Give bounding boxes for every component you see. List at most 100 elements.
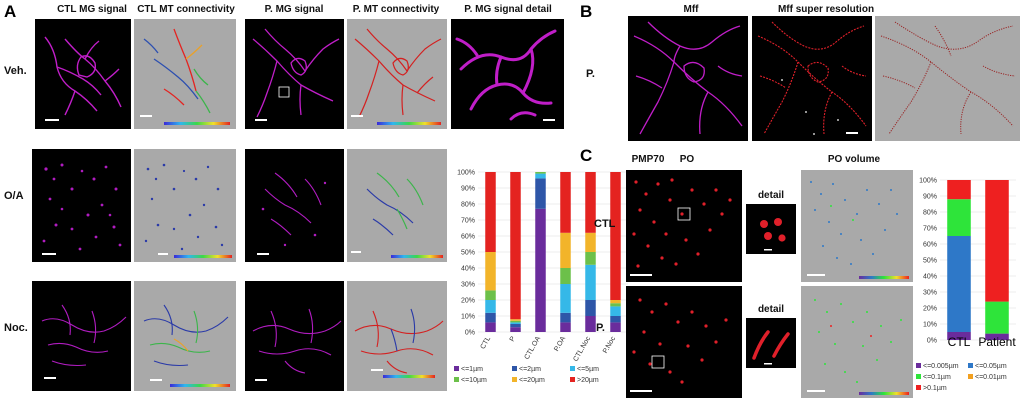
image-ctl-mg-veh	[35, 19, 131, 129]
column-title-po-volume: PO volume	[827, 154, 881, 165]
row-label-c-ctl: CTL	[594, 218, 616, 230]
image-ctl-mt-veh	[134, 19, 236, 129]
y-tick-label: 50%	[923, 258, 937, 265]
y-tick-label: 30%	[923, 290, 937, 297]
row-label-noc: Noc.	[4, 322, 28, 334]
bar-segment	[535, 172, 546, 174]
image-ctl-mt-oa	[134, 149, 236, 262]
bar-segment	[985, 180, 1009, 302]
image-po-ctl	[626, 170, 742, 282]
legend-swatch	[968, 363, 973, 368]
y-tick-label: 50%	[461, 250, 475, 257]
column-title-mff: Mff	[683, 4, 699, 15]
image-mff	[628, 16, 748, 141]
legend-label: >20µm	[577, 377, 599, 384]
row-label-veh: Veh.	[4, 65, 27, 77]
panel-a-letter: A	[4, 2, 17, 21]
bar-segment	[610, 316, 621, 323]
bar-segment	[560, 322, 571, 332]
y-tick-label: 40%	[461, 266, 475, 273]
bar-segment	[585, 264, 596, 300]
y-tick-label: 0%	[927, 338, 937, 345]
bar-segment	[985, 333, 1009, 340]
y-tick-label: 100%	[457, 170, 475, 177]
x-tick-label: P.Noc	[602, 335, 617, 355]
legend-swatch	[570, 366, 575, 371]
image-mff-super-resolution	[752, 16, 872, 141]
legend-label: <=0.005µm	[923, 363, 959, 370]
bar-segment	[560, 312, 571, 323]
legend-swatch	[916, 385, 921, 390]
image-ctl-mt-noc	[134, 281, 236, 391]
detail-label-patient: detail	[757, 304, 785, 315]
column-title-p-mt-connectivity: P. MT connectivity	[352, 4, 440, 15]
bar-segment	[560, 268, 571, 284]
bar-segment	[485, 300, 496, 313]
bar-segment	[585, 232, 596, 252]
legend-label: <=2µm	[519, 366, 541, 373]
bar-segment	[610, 306, 621, 316]
y-tick-label: 20%	[923, 306, 937, 313]
legend-label: <=0.1µm	[923, 374, 951, 381]
legend-label: <=0.01µm	[975, 374, 1007, 381]
bar-segment	[947, 180, 971, 200]
bar-segment	[510, 320, 521, 323]
bar-segment	[947, 332, 971, 340]
y-tick-label: 40%	[923, 274, 937, 281]
image-ctl-mg-oa	[32, 149, 131, 262]
bar-segment	[535, 208, 546, 332]
row-label-c-p: P.	[596, 322, 605, 334]
image-p-mg-veh	[245, 19, 344, 129]
bar-segment	[560, 172, 571, 233]
column-title-pmp70: PMP70	[631, 154, 665, 165]
legend-swatch	[570, 377, 575, 382]
bar-segment	[485, 252, 496, 291]
bar-segment	[535, 178, 546, 209]
bar-segment	[610, 172, 621, 300]
y-tick-label: 20%	[461, 298, 475, 305]
image-p-mg-oa	[245, 149, 344, 262]
image-ctl-mg-noc	[32, 281, 131, 391]
x-tick-label: P.OA	[553, 335, 567, 352]
column-title-p-mg-signal: P. MG signal	[264, 4, 324, 15]
legend-swatch	[916, 374, 921, 379]
y-tick-label: 80%	[923, 210, 937, 217]
column-title-mff-super-resolution: Mff super resolution	[777, 4, 875, 15]
y-tick-label: 70%	[923, 226, 937, 233]
y-tick-label: 10%	[923, 322, 937, 329]
bar-segment	[585, 252, 596, 265]
column-title-ctl-mt-connectivity: CTL MT connectivity	[137, 4, 235, 15]
legend-swatch	[512, 377, 517, 382]
bar-segment	[510, 319, 521, 321]
legend-swatch	[454, 366, 459, 371]
x-tick-label: CTL.Noc	[572, 335, 592, 363]
bar-segment	[585, 316, 596, 332]
image-po-volume-patient	[801, 286, 913, 398]
bar-segment	[510, 172, 521, 320]
y-tick-label: 30%	[461, 282, 475, 289]
x-tick-label: CTL	[948, 335, 971, 349]
bar-segment	[610, 322, 621, 332]
x-tick-label: Patient	[978, 335, 1016, 349]
y-tick-label: 90%	[923, 194, 937, 201]
bar-segment	[560, 284, 571, 313]
y-tick-label: 80%	[461, 202, 475, 209]
column-title-po: PO	[679, 154, 695, 165]
bar-segment	[585, 172, 596, 233]
bar-segment	[510, 322, 521, 324]
bar-segment	[985, 301, 1009, 334]
legend-label: <=1µm	[461, 366, 483, 373]
x-tick-label: CTL.OA	[524, 335, 543, 361]
legend-label: <=5µm	[577, 366, 599, 373]
y-tick-label: 90%	[461, 186, 475, 193]
legend-label: <=0.05µm	[975, 363, 1007, 370]
chart-po-volume-distribution: 0% 10% 20% 30% 40% 50% 60% 70% 80% 90% 100% CTL Pati…	[916, 178, 1016, 392]
legend-swatch	[916, 363, 921, 368]
bar-segment	[610, 303, 621, 307]
column-title-ctl-mg-signal: CTL MG signal	[57, 4, 127, 15]
image-p-mg-detail	[451, 19, 564, 129]
y-tick-label: 100%	[919, 178, 937, 185]
bar-segment	[947, 236, 971, 332]
image-mff-localization	[875, 16, 1020, 141]
image-po-volume-ctl	[801, 170, 913, 282]
